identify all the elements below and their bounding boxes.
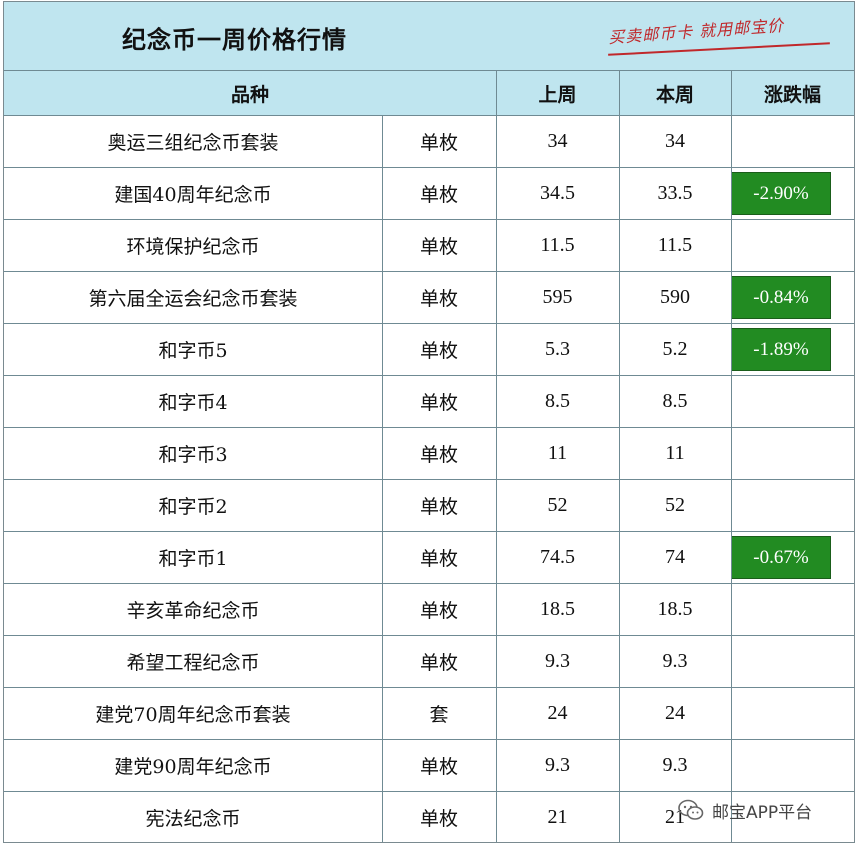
last-week-price: 595: [542, 286, 573, 308]
table-row: 希望工程纪念币 单枚 9.3 9.3: [4, 636, 854, 688]
table-row: 第六届全运会纪念币套装 单枚 595 590 -0.84%: [4, 272, 854, 324]
table-header-row: 品种 上周 本周 涨跌幅: [4, 71, 854, 116]
coin-name: 建党90周年纪念币: [114, 756, 272, 778]
page-title: 纪念币一周价格行情: [122, 26, 347, 54]
table-row: 和字币5 单枚 5.3 5.2 -1.89%: [4, 324, 854, 376]
this-week-price: 33.5: [657, 182, 693, 204]
coin-unit: 单枚: [419, 236, 458, 258]
coin-unit: 单枚: [419, 132, 458, 154]
coin-name: 和字币3: [158, 444, 228, 466]
watermark-text: 邮宝APP平台: [712, 802, 813, 823]
last-week-price: 11.5: [540, 234, 575, 256]
table-row: 建党90周年纪念币 单枚 9.3 9.3: [4, 740, 854, 792]
last-week-price: 21: [547, 806, 568, 828]
last-week-price: 34: [547, 130, 568, 152]
this-week-price: 5.2: [662, 338, 688, 360]
title-bar: 纪念币一周价格行情 买卖邮币卡 就用邮宝价: [4, 2, 854, 71]
last-week-price: 24: [547, 702, 568, 724]
table-row: 辛亥革命纪念币 单枚 18.5 18.5: [4, 584, 854, 636]
coin-name: 建党70周年纪念币套装: [95, 704, 291, 726]
last-week-price: 11: [547, 442, 568, 464]
last-week-price: 8.5: [545, 390, 570, 412]
table-row: 建党70周年纪念币套装 套 24 24: [4, 688, 854, 740]
this-week-price: 9.3: [662, 650, 688, 672]
last-week-price: 52: [547, 494, 568, 516]
coin-name: 和字币5: [158, 340, 228, 362]
this-week-price: 18.5: [657, 598, 693, 620]
table-row: 和字币2 单枚 52 52: [4, 480, 854, 532]
this-week-price: 11: [665, 442, 685, 464]
coin-unit: 单枚: [419, 184, 458, 206]
this-week-price: 34: [665, 130, 685, 152]
this-week-price: 9.3: [662, 754, 688, 776]
change-badge: -0.84%: [731, 276, 831, 319]
coin-unit: 单枚: [419, 548, 458, 570]
coin-unit: 单枚: [419, 496, 458, 518]
grid-line: [619, 71, 620, 842]
coin-name: 环境保护纪念币: [126, 236, 260, 258]
header-variety: 品种: [230, 83, 269, 106]
wechat-icon: [678, 799, 704, 820]
last-week-price: 5.3: [545, 338, 570, 360]
header-this-week: 本周: [655, 83, 694, 106]
coin-name: 和字币2: [158, 496, 228, 518]
table-row: 和字币4 单枚 8.5 8.5: [4, 376, 854, 428]
coin-unit: 单枚: [419, 756, 458, 778]
table-row: 建国40周年纪念币 单枚 34.5 33.5 -2.90%: [4, 168, 854, 220]
last-week-price: 9.3: [545, 650, 570, 672]
this-week-price: 24: [665, 702, 685, 724]
coin-unit: 单枚: [419, 600, 458, 622]
coin-unit: 单枚: [419, 340, 458, 362]
table-row: 宪法纪念币 单枚 21 21: [4, 792, 854, 844]
last-week-price: 34.5: [540, 182, 575, 204]
this-week-price: 11.5: [657, 234, 693, 256]
slogan-handwriting: 买卖邮币卡 就用邮宝价: [607, 15, 785, 48]
header-change: 涨跌幅: [763, 83, 821, 106]
grid-line: [496, 71, 497, 842]
watermark: 邮宝APP平台: [678, 796, 812, 824]
table-row: 和字币1 单枚 74.5 74 -0.67%: [4, 532, 854, 584]
coin-unit: 单枚: [419, 288, 458, 310]
table-row: 环境保护纪念币 单枚 11.5 11.5: [4, 220, 854, 272]
change-badge: -0.67%: [731, 536, 831, 579]
last-week-price: 9.3: [545, 754, 570, 776]
coin-name: 第六届全运会纪念币套装: [88, 288, 298, 310]
price-table: 纪念币一周价格行情 买卖邮币卡 就用邮宝价 品种 上周 本周 涨跌幅 奥运三组纪…: [3, 1, 855, 843]
table-row: 和字币3 单枚 11 11: [4, 428, 854, 480]
this-week-price: 74: [665, 546, 685, 568]
coin-name: 希望工程纪念币: [126, 652, 260, 674]
coin-unit: 单枚: [419, 444, 458, 466]
table-row: 奥运三组纪念币套装 单枚 34 34: [4, 116, 854, 168]
coin-name: 和字币1: [158, 548, 228, 570]
grid-line: [731, 71, 732, 842]
coin-name: 宪法纪念币: [145, 808, 241, 830]
coin-unit: 套: [429, 704, 449, 726]
last-week-price: 18.5: [540, 598, 575, 620]
this-week-price: 52: [665, 494, 685, 516]
last-week-price: 74.5: [540, 546, 575, 568]
this-week-price: 8.5: [662, 390, 688, 412]
coin-unit: 单枚: [419, 808, 458, 830]
coin-unit: 单枚: [419, 652, 458, 674]
grid-line: [382, 116, 383, 842]
change-badge: -1.89%: [731, 328, 831, 371]
coin-name: 和字币4: [158, 392, 228, 414]
coin-name: 辛亥革命纪念币: [126, 600, 260, 622]
coin-unit: 单枚: [419, 392, 458, 414]
change-badge: -2.90%: [731, 172, 831, 215]
coin-name: 奥运三组纪念币套装: [107, 132, 279, 154]
coin-name: 建国40周年纪念币: [114, 184, 272, 206]
this-week-price: 590: [660, 286, 690, 308]
header-last-week: 上周: [538, 83, 577, 106]
